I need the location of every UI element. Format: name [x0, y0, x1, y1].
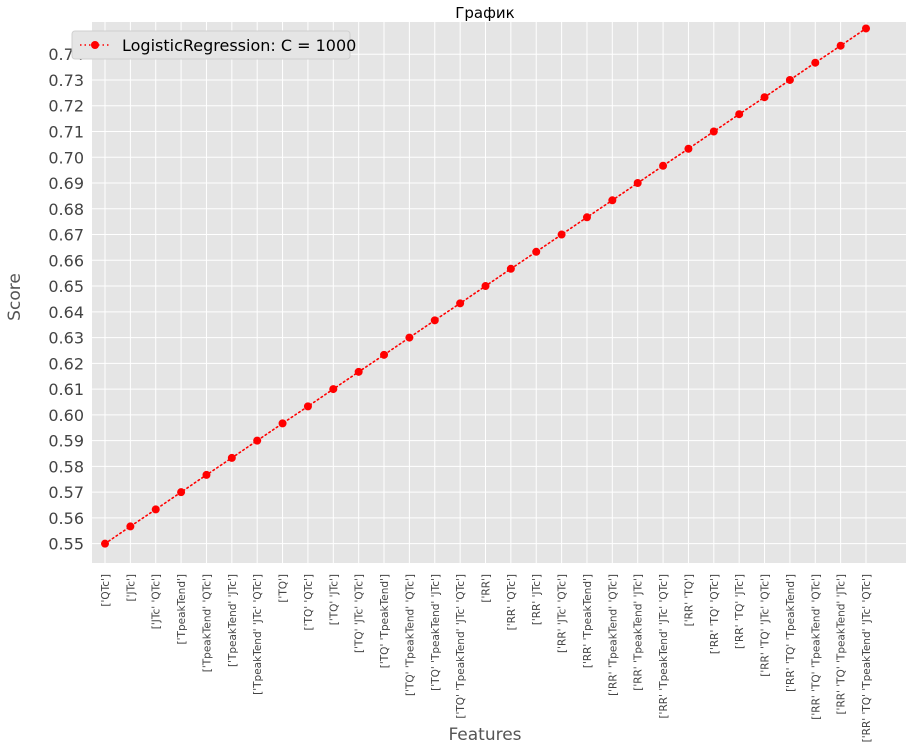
data-point [633, 179, 642, 188]
data-point [481, 282, 490, 291]
data-point [608, 196, 617, 205]
y-tick-label: 0.59 [48, 432, 84, 451]
x-tick-label: ['RR' 'TQ'] [683, 574, 695, 626]
x-tick-label: ['RR' 'TpeakTend' 'QTc'] [607, 574, 619, 696]
x-tick-label: ['TpeakTend'] [176, 574, 188, 644]
x-tick-label: ['RR' 'QTc'] [506, 574, 518, 630]
data-point [405, 333, 414, 342]
legend-marker [91, 41, 99, 49]
x-tick-label: ['RR' 'JTc'] [531, 574, 543, 625]
legend-box [71, 30, 351, 60]
y-tick-label: 0.71 [48, 122, 84, 141]
x-tick-label: ['RR' 'TQ' 'JTc'] [734, 574, 746, 649]
x-axis-label: Features [448, 725, 521, 745]
x-tick-label: ['TpeakTend' 'JTc'] [227, 574, 239, 667]
x-tick-label: ['JTc' 'QTc'] [151, 574, 163, 629]
data-point [811, 58, 820, 67]
y-tick-label: 0.73 [48, 71, 84, 90]
x-tick-label: ['TQ' 'JTc' 'QTc'] [354, 574, 366, 653]
x-tick-label: ['RR' 'TQ' 'TpeakTend' 'QTc'] [810, 574, 822, 720]
y-tick-label: 0.61 [48, 380, 84, 399]
data-point [836, 41, 845, 50]
x-tick-label: ['TQ' 'QTc'] [303, 574, 315, 630]
x-tick-label: ['RR' 'TpeakTend' 'JTc' 'QTc'] [658, 574, 670, 719]
data-point [380, 350, 389, 359]
y-tick-label: 0.70 [48, 148, 84, 167]
y-tick-label: 0.66 [48, 251, 84, 270]
grid [92, 22, 906, 563]
data-point [684, 144, 693, 153]
x-tick-label: ['TQ' 'JTc'] [328, 574, 340, 625]
data-point [760, 93, 769, 102]
data-point [506, 264, 515, 273]
y-tick-label: 0.55 [48, 535, 84, 554]
data-point [227, 453, 236, 462]
data-point [101, 539, 109, 548]
y-tick-label: 0.60 [48, 406, 84, 425]
data-point [126, 522, 135, 531]
data-point [532, 247, 541, 256]
data-point [253, 436, 262, 445]
x-tick-label: ['TQ' 'TpeakTend' 'JTc'] [430, 574, 442, 691]
y-tick-label: 0.67 [48, 226, 84, 245]
x-tick-label: ['TQ' 'TpeakTend' 'JTc' 'QTc'] [455, 574, 467, 719]
legend: LogisticRegression: C = 1000 [71, 30, 356, 60]
data-point [303, 402, 312, 411]
y-tick-label: 0.56 [48, 509, 84, 528]
data-point [430, 316, 439, 325]
y-tick-label: 0.68 [48, 200, 84, 219]
data-point [202, 470, 211, 479]
y-tick-labels: 0.55 0.56 0.57 0.58 0.59 0.60 0.61 0.62 0.63 0.64… [48, 45, 84, 553]
x-tick-label: ['JTc'] [125, 574, 137, 601]
x-tick-label: ['RR' 'TQ' 'QTc'] [709, 574, 721, 654]
data-point [735, 110, 744, 119]
data-point [785, 75, 794, 84]
y-tick-label: 0.57 [48, 483, 84, 502]
x-tick-label: ['RR' 'JTc' 'QTc'] [557, 574, 569, 653]
x-tick-label: ['RR'] [481, 574, 493, 603]
data-point [659, 161, 668, 170]
x-tick-label: ['TQ' 'TpeakTend'] [379, 574, 391, 668]
y-tick-label: 0.63 [48, 329, 84, 348]
y-tick-label: 0.65 [48, 277, 84, 296]
data-point [354, 367, 363, 376]
x-tick-label: ['TQ'] [278, 574, 290, 603]
y-tick-label: 0.72 [48, 97, 84, 116]
y-tick-label: 0.62 [48, 354, 84, 373]
series-layer [101, 24, 870, 548]
x-tick-label: ['TQ' 'TpeakTend' 'QTc'] [404, 574, 416, 696]
data-point [557, 230, 566, 239]
x-tick-label: ['TpeakTend' 'JTc' 'QTc'] [252, 574, 264, 695]
x-tick-label: ['TpeakTend' 'QTc'] [201, 574, 213, 672]
x-tick-label: ['RR' 'TQ' 'JTc' 'QTc'] [760, 574, 772, 677]
x-tick-label: ['RR' 'TQ' 'TpeakTend' 'JTc' 'QTc'] [861, 574, 873, 742]
data-point [456, 299, 465, 308]
data-point [329, 385, 338, 394]
x-tick-label: ['RR' 'TQ' 'TpeakTend' 'JTc'] [836, 574, 848, 715]
x-tick-label: ['RR' 'TpeakTend'] [582, 574, 594, 668]
data-point [151, 505, 160, 514]
y-tick-label: 0.64 [48, 303, 84, 322]
legend-label: LogisticRegression: C = 1000 [122, 36, 356, 55]
x-tick-labels: ['QTc'] ['JTc'] ['JTc' 'QTc'] ['TpeakTend']… [100, 574, 873, 742]
data-point [177, 488, 186, 497]
plot-area [92, 22, 906, 563]
x-tick-label: ['QTc'] [100, 574, 112, 607]
data-point [278, 419, 287, 428]
y-tick-label: 0.58 [48, 457, 84, 476]
y-axis-label: Score [5, 273, 25, 321]
data-point [582, 213, 591, 222]
data-point [862, 24, 870, 33]
x-tick-label: ['RR' 'TQ' 'TpeakTend'] [785, 574, 797, 692]
chart-title: График [455, 4, 515, 22]
data-point [709, 127, 718, 136]
y-tick-label: 0.69 [48, 174, 84, 193]
x-tick-label: ['RR' 'TpeakTend' 'JTc'] [633, 574, 645, 691]
